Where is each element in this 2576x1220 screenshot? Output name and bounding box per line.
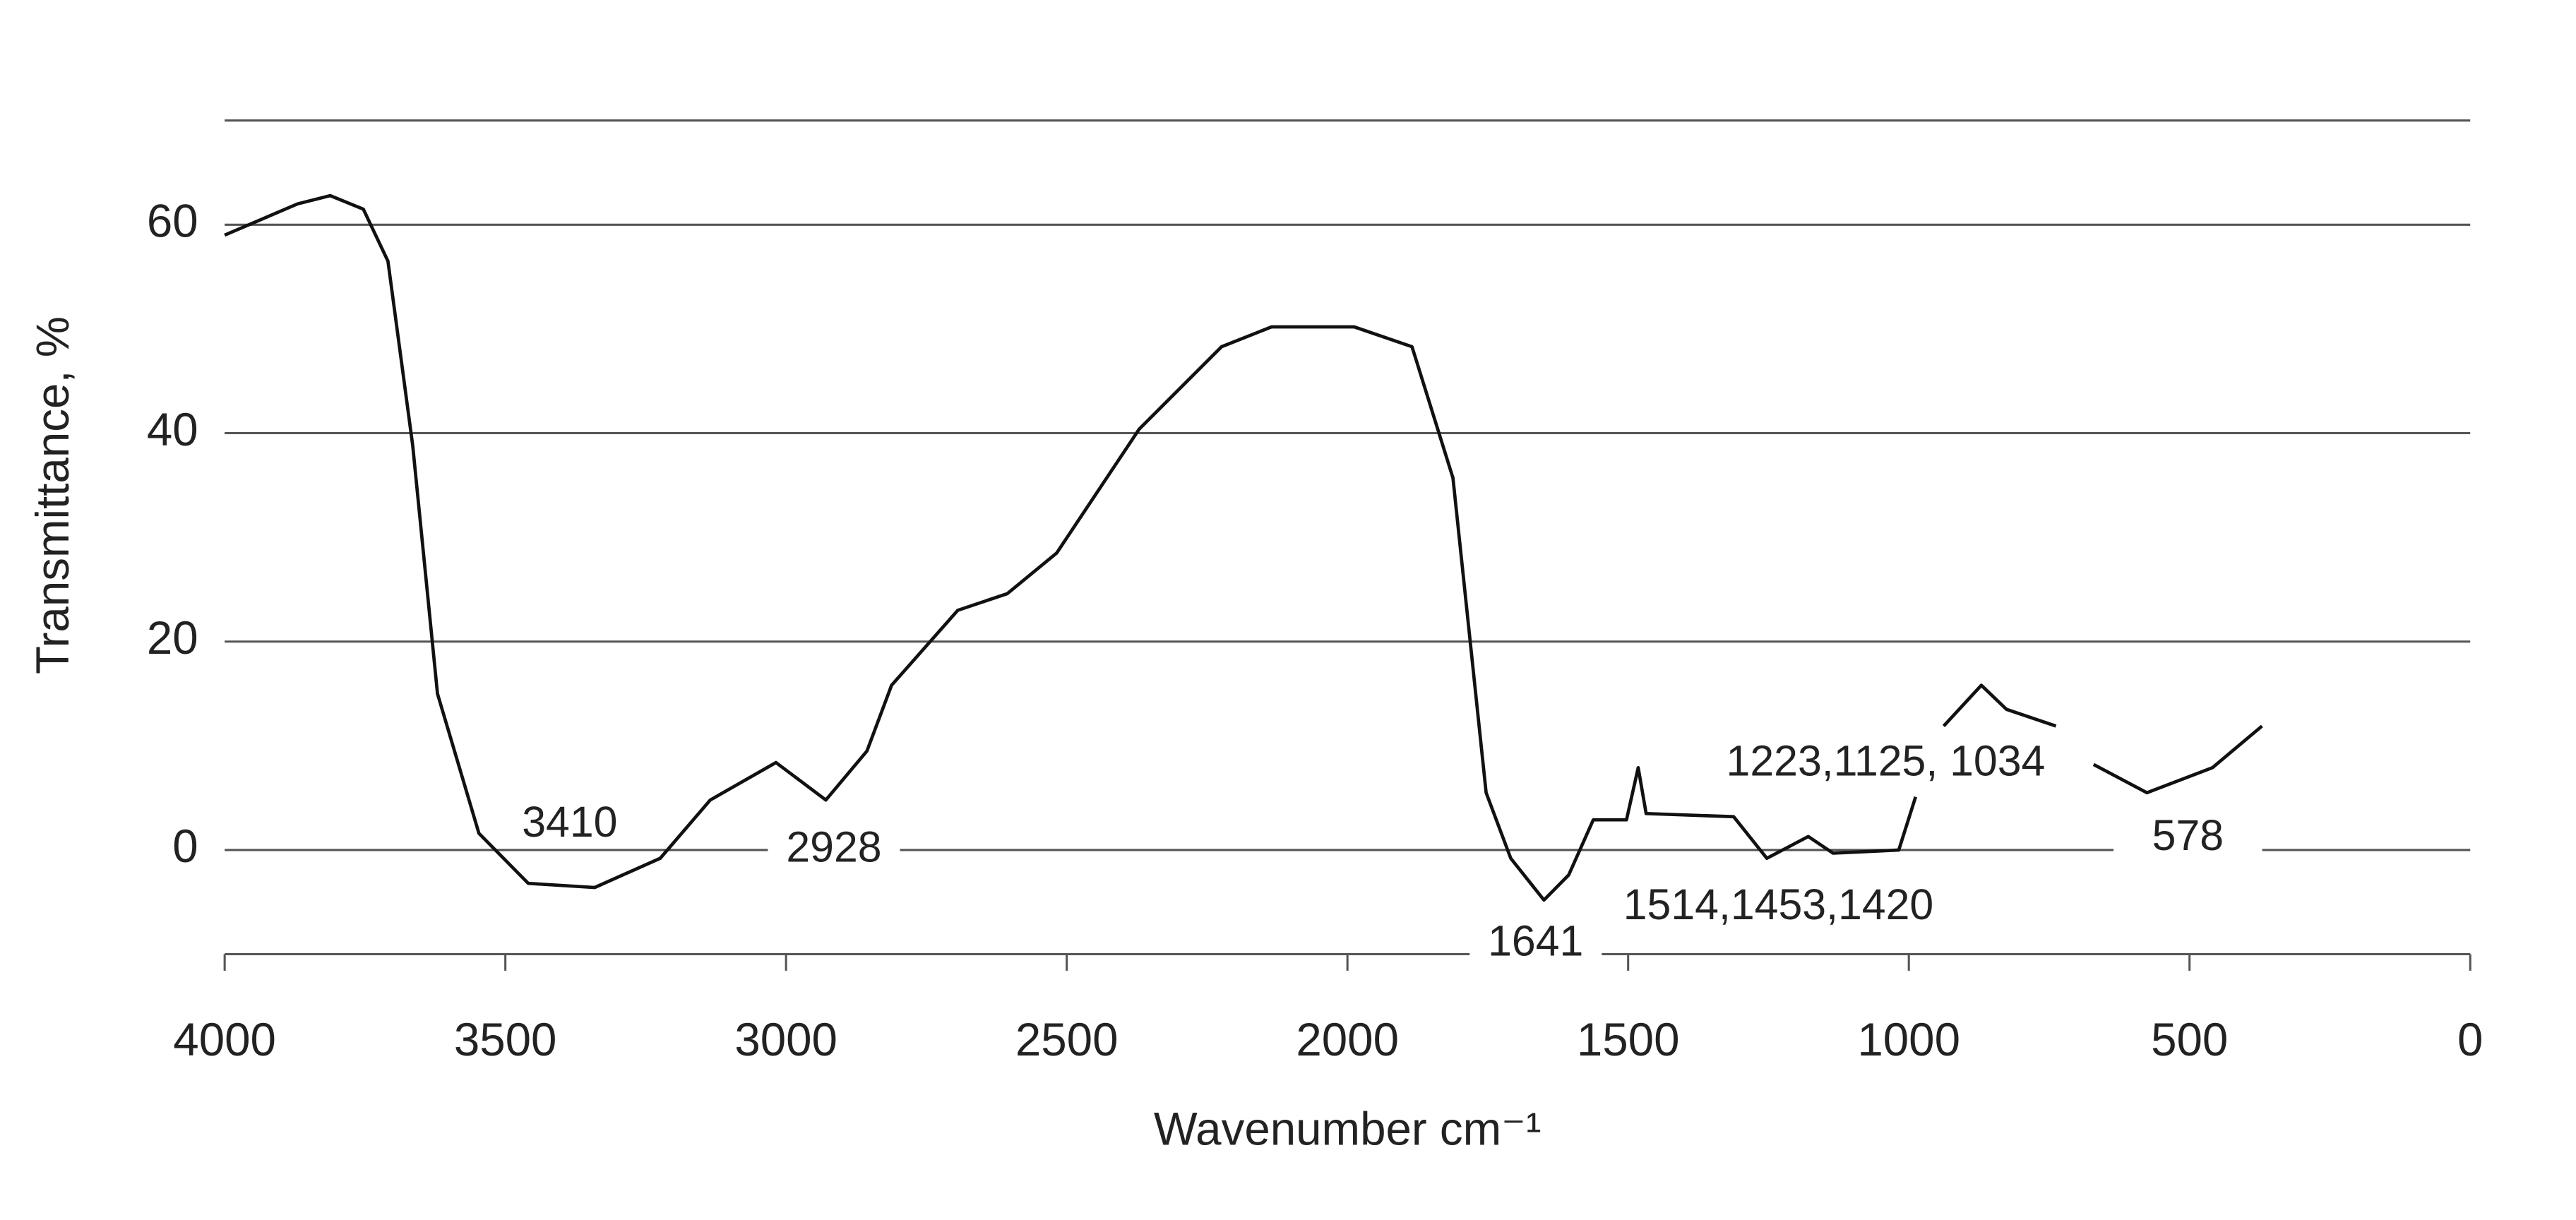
- y-tick-label: 40: [147, 404, 198, 455]
- y-tick-label: 0: [172, 820, 198, 872]
- x-tick-label: 1000: [1857, 1014, 1960, 1065]
- annotation: 578: [2152, 811, 2224, 859]
- annotation-background: [768, 827, 900, 873]
- x-tick-label: 3500: [454, 1014, 557, 1065]
- x-tick-label: 0: [2457, 1014, 2483, 1065]
- annotation: 1641: [1488, 917, 1583, 965]
- annotation: 1223,1125, 1034: [1727, 737, 2046, 785]
- x-tick-label: 500: [2151, 1014, 2228, 1065]
- x-tick-label: 1500: [1577, 1014, 1680, 1065]
- annotation-background: [1469, 921, 1602, 968]
- x-tick-label: 3000: [734, 1014, 837, 1065]
- y-tick-label: 60: [147, 196, 198, 247]
- y-tick-label: 20: [147, 612, 198, 664]
- annotation-background: [2113, 815, 2262, 862]
- annotation-background: [503, 802, 636, 849]
- x-tick-label: 2500: [1015, 1014, 1119, 1065]
- x-tick-label: 4000: [173, 1014, 276, 1065]
- x-axis-title: Wavenumber cm⁻¹: [1154, 1103, 1542, 1154]
- annotation-background: [1708, 741, 2063, 788]
- y-axis-title: Transmittance, %: [27, 316, 78, 674]
- annotation: 2928: [786, 823, 881, 871]
- annotation: 3410: [522, 798, 617, 846]
- spectrum-line: [224, 193, 2263, 902]
- annotation-background: [1604, 885, 1952, 931]
- annotation: 1514,1453,1420: [1623, 880, 1933, 928]
- x-tick-label: 2000: [1296, 1014, 1399, 1065]
